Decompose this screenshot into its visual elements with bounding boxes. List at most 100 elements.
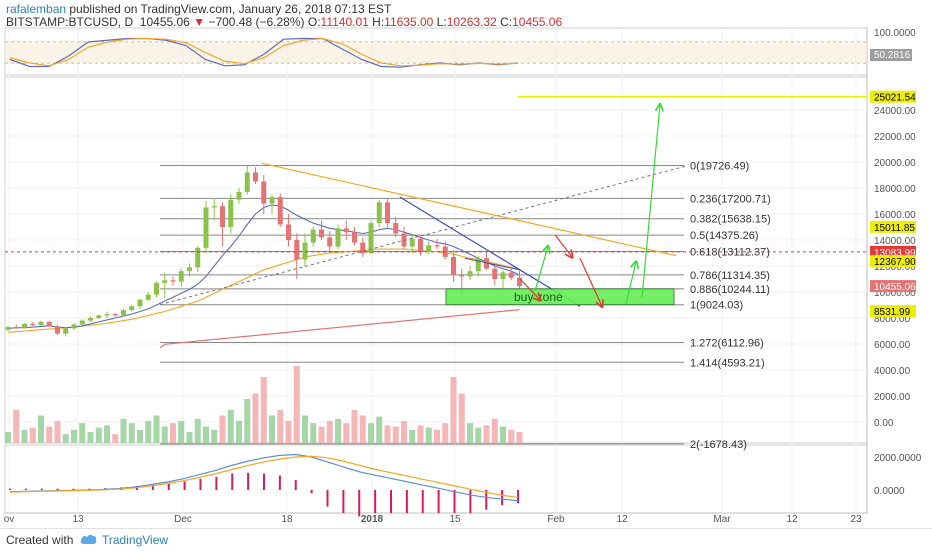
volume-bar: [500, 426, 506, 443]
candle-body: [459, 275, 465, 277]
volume-bar: [467, 423, 473, 443]
candle-body: [385, 202, 390, 224]
stoch-value-badge: [870, 49, 912, 61]
volume-bar: [203, 426, 209, 443]
candle-body: [434, 245, 440, 247]
candle-body: [30, 323, 36, 326]
fib-level-label: 0.618(13112.37): [690, 247, 770, 259]
green-arrow: [641, 105, 660, 298]
volume-bar: [458, 393, 465, 443]
volume-bar: [236, 421, 242, 443]
volume-bar: [178, 421, 185, 443]
fib-level-label: 0.786(11314.35): [690, 270, 770, 282]
price-marker-label: 15011.85: [874, 223, 915, 234]
volume-bar: [79, 423, 86, 443]
y-tick-label: 2000.00: [874, 392, 911, 403]
buy-zone-box: [445, 288, 675, 306]
candle-body: [22, 323, 27, 328]
price-marker-label: 12367.90: [874, 257, 916, 268]
candle-body: [88, 318, 93, 321]
volume-bar: [21, 429, 28, 443]
x-tick-label: 13: [72, 514, 84, 525]
volume-bar: [343, 423, 350, 443]
candle-body: [286, 224, 291, 240]
price-marker: [870, 245, 916, 258]
volume-bar: [95, 427, 102, 443]
low-label: L:: [436, 15, 447, 29]
orange-moving-average: [7, 248, 520, 333]
candle-body: [335, 228, 341, 247]
author-link[interactable]: rafalemban: [6, 2, 67, 16]
macd-signal-line: [9, 455, 519, 499]
candle-body: [376, 202, 382, 224]
candle-body: [5, 327, 11, 330]
fib-level-label: 0.5(14375.26): [690, 230, 759, 242]
volume-bar: [508, 429, 515, 443]
down-arrow-icon: ▼: [193, 15, 206, 29]
x-tick-label: ov: [4, 514, 15, 525]
volume-bar: [318, 426, 325, 443]
volume-bar: [417, 425, 424, 443]
price-marker-label: 10455.06: [874, 282, 916, 293]
fib-level-label: 1.414(4593.21): [690, 357, 765, 369]
fib-level-label: 0.236(17200.71): [690, 193, 771, 205]
candle-body: [129, 306, 135, 311]
volume-bar: [310, 423, 317, 443]
x-tick-label: Dec: [174, 514, 192, 525]
y-tick-label: 4000.00: [874, 366, 911, 377]
candle-body: [236, 191, 242, 200]
candle-body: [13, 327, 19, 329]
blue-trend-line: [464, 257, 521, 271]
fib-level-label: 2(-1678.43): [690, 439, 747, 451]
x-tick-label: Mar: [713, 514, 731, 525]
candle-body: [187, 267, 192, 272]
volume-bar: [219, 415, 226, 443]
y-tick-label: 16000.00: [874, 210, 916, 221]
tradingview-brand-link[interactable]: TradingView: [102, 533, 169, 547]
green-arrow: [534, 247, 548, 291]
volume-bar: [128, 423, 135, 443]
volume-bar: [401, 421, 407, 443]
candle-body: [418, 238, 423, 252]
candle-body: [409, 238, 415, 247]
symbol-label: BITSTAMP:BTCUSD, D: [6, 15, 134, 29]
candle-body: [96, 315, 102, 318]
volume-bar: [120, 418, 127, 443]
volume-bar: [46, 426, 53, 443]
candle-body: [310, 229, 316, 243]
candle-body: [294, 240, 300, 260]
candle-body: [195, 247, 201, 268]
dashed-trend-line: [159, 165, 689, 306]
volume-bar: [211, 429, 218, 443]
low-value: 10263.32: [446, 15, 497, 29]
volume-bar: [87, 432, 94, 443]
x-tick-label: 2018: [361, 514, 384, 525]
red-arrow: [579, 257, 602, 306]
candle-body: [244, 172, 250, 192]
y-tick-label: 22000.00: [874, 132, 916, 143]
candle-body: [178, 271, 184, 282]
last-price: 10455.06: [139, 15, 190, 29]
x-tick-label: 23: [850, 514, 862, 525]
volume-bar: [13, 410, 20, 443]
candle-body: [368, 223, 374, 253]
analysis-drawings: buy zone: [5, 95, 867, 307]
volume-bar: [153, 415, 160, 443]
volume-bar: [302, 415, 308, 443]
publish-line: rafalemban published on TradingView.com,…: [6, 2, 391, 16]
open-value: 11140.01: [320, 15, 369, 29]
candle-body: [220, 206, 225, 227]
volume-bar: [170, 423, 176, 443]
candlesticks: [5, 165, 522, 337]
volume-bar: [384, 425, 391, 443]
volume-bar: [335, 418, 341, 443]
chart-area[interactable]: 0(19726.49) 0.236(17200.71) 0.382(15638.15…: [0, 0, 932, 528]
y-tick-label: 12000.00: [874, 262, 916, 273]
fib-level-label: 0.886(10244.11): [690, 284, 770, 296]
axes: ov 13 Dec 18 2018 15 Feb 12 Mar 12 23 0.00 2000.00 40…: [4, 28, 922, 525]
y-tick-label: 24000.00: [874, 106, 916, 117]
price-marker: [870, 255, 916, 268]
candle-body: [327, 237, 333, 247]
volume-bar: [260, 377, 267, 443]
volume-bar: [29, 427, 36, 443]
